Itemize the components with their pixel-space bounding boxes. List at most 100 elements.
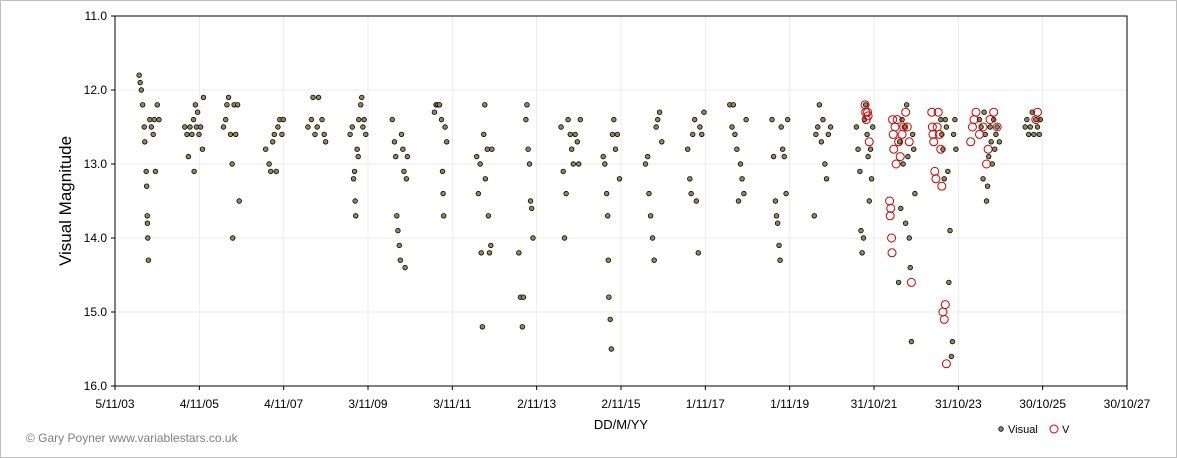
visual-point (273, 168, 279, 175)
visual-point (815, 124, 821, 130)
visual-point (699, 131, 705, 138)
visual-point (688, 190, 694, 197)
visual-point (785, 116, 791, 123)
visual-point (479, 324, 486, 330)
visual-point (404, 153, 411, 160)
visual-point (190, 116, 197, 123)
visual-point (530, 235, 536, 241)
visual-point (611, 116, 617, 123)
visual-point (1034, 124, 1041, 130)
visual-point (393, 153, 399, 160)
visual-point (438, 116, 445, 123)
visual-point (948, 353, 955, 360)
visual-point (741, 190, 747, 197)
visual-point (524, 102, 530, 108)
visual-point (943, 124, 950, 130)
x-tick-label: 3/11/11 (433, 397, 472, 411)
y-tick-label: 16.0 (84, 379, 108, 393)
v-point (888, 129, 898, 139)
visual-point (870, 124, 876, 130)
visual-point (482, 102, 488, 108)
visual-point (577, 116, 584, 123)
visual-point (141, 124, 147, 130)
visual-point (279, 131, 285, 138)
visual-point (911, 146, 917, 152)
visual-point (358, 102, 364, 108)
visual-point (816, 102, 823, 108)
visual-point (895, 279, 902, 286)
visual-point (865, 153, 871, 160)
visual-point (360, 124, 366, 130)
visual-point (905, 153, 911, 160)
x-tick-label: 4/11/07 (264, 397, 303, 411)
visual-point (271, 131, 278, 138)
v-point (974, 129, 984, 139)
visual-point (526, 161, 533, 167)
visual-point (646, 190, 652, 197)
visual-point (143, 168, 149, 175)
visual-point (443, 139, 450, 145)
visual-point (730, 102, 736, 108)
visual-point (735, 198, 742, 204)
y-tick-label: 12.0 (84, 83, 108, 97)
v-point (906, 277, 916, 287)
visual-point (778, 124, 784, 130)
legend-v-marker (1049, 424, 1059, 434)
visual-point (138, 87, 145, 93)
visual-point (693, 198, 700, 204)
y-tick-label: 13.0 (84, 157, 108, 171)
visual-point (347, 131, 353, 138)
v-point (966, 137, 976, 147)
v-point (939, 314, 949, 324)
visual-point (156, 116, 162, 123)
visual-point (649, 235, 656, 241)
visual-point (439, 168, 446, 175)
visual-point (144, 220, 151, 226)
x-axis-ticks: 5/11/03 4/11/05 4/11/07 3/11/09 3/11/11 2/11/… (95, 386, 1151, 411)
x-tick-label: 3/11/09 (348, 397, 387, 411)
visual-point (773, 213, 780, 219)
visual-point (351, 168, 358, 175)
visual-point (684, 146, 691, 152)
x-tick-label: 2/11/15 (601, 397, 640, 411)
visual-point (866, 198, 872, 204)
visual-point (946, 279, 952, 286)
visual-point (519, 324, 526, 330)
visual-point (477, 161, 483, 167)
visual-point (436, 102, 443, 108)
visual-point (1036, 131, 1043, 138)
v-point (863, 107, 873, 117)
visual-point (442, 124, 448, 130)
visual-point (148, 124, 155, 130)
legend-v-label: V (1062, 424, 1070, 436)
v-point (936, 144, 946, 154)
visual-point (486, 250, 493, 256)
visual-point (229, 161, 235, 167)
visual-point (1033, 116, 1039, 123)
visual-point (576, 161, 582, 167)
visual-point (642, 161, 649, 167)
visual-point (308, 116, 315, 123)
visual-point (570, 161, 576, 167)
x-axis-label: DD/M/YY (594, 417, 649, 432)
visual-point (607, 316, 613, 323)
visual-point (1024, 116, 1030, 123)
visual-point (474, 153, 480, 160)
v-point (899, 122, 909, 132)
v-point (971, 107, 981, 117)
visual-point (988, 139, 994, 145)
visual-point (354, 146, 360, 152)
visual-point (651, 257, 657, 263)
visual-point (986, 153, 992, 160)
visual-point (781, 153, 787, 160)
visual-point (783, 190, 789, 197)
visual-point (938, 116, 944, 123)
visual-point (732, 131, 738, 138)
v-point (897, 129, 907, 139)
v-point (887, 248, 897, 258)
v-point (902, 122, 912, 132)
visual-point (403, 176, 410, 182)
visual-point (352, 198, 358, 204)
visual-point (184, 131, 190, 138)
v-point (992, 122, 1002, 132)
